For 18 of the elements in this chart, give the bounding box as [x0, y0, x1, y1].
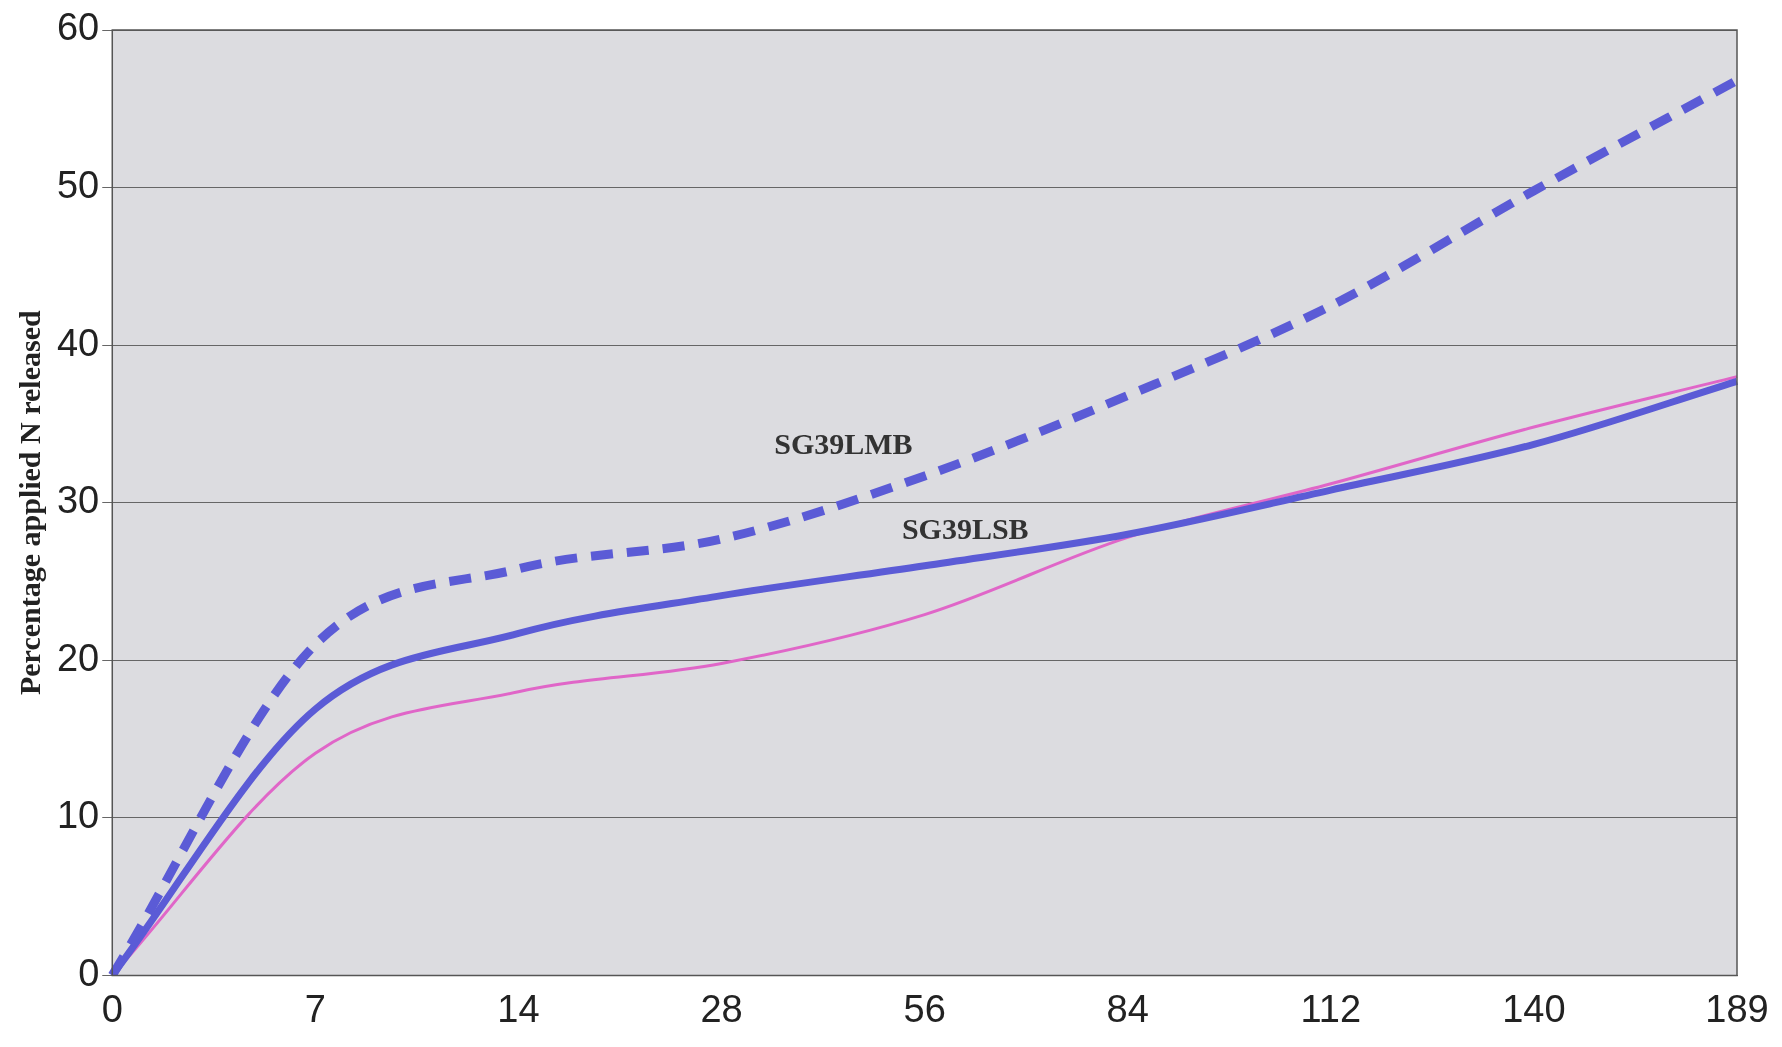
x-tick-label: 112 — [1300, 987, 1362, 1030]
series-label: SG39LMB — [774, 426, 913, 460]
y-tick-label: 30 — [56, 479, 100, 522]
x-tick-label: 14 — [497, 987, 540, 1030]
y-tick-label: 0 — [78, 951, 100, 994]
series-label: SG39LSB — [901, 512, 1029, 546]
x-tick-label: 7 — [304, 987, 326, 1030]
x-tick-label: 140 — [1502, 987, 1566, 1030]
y-tick-label: 60 — [56, 6, 100, 49]
y-axis-title: Percentage applied N released — [12, 310, 46, 696]
x-tick-label: 189 — [1705, 987, 1769, 1030]
y-tick-label: 20 — [56, 636, 100, 679]
y-tick-label: 40 — [56, 321, 100, 364]
x-tick-label: 84 — [1106, 987, 1149, 1030]
x-tick-label: 56 — [903, 987, 946, 1030]
y-tick-label: 10 — [56, 794, 100, 837]
x-tick-label: 28 — [700, 987, 743, 1030]
y-tick-label: 50 — [56, 164, 100, 207]
